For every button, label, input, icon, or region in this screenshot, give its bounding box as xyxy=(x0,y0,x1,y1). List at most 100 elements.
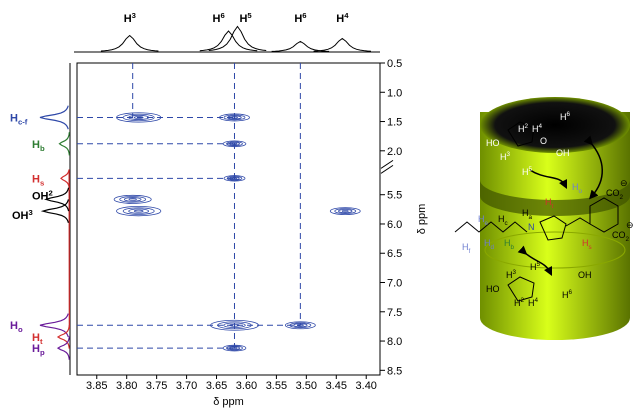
x-tick-label: 3.65 xyxy=(206,380,227,392)
label: Ht xyxy=(32,332,43,346)
label: H5 xyxy=(239,11,252,25)
contour xyxy=(228,346,241,350)
label: ⊖ xyxy=(626,220,634,230)
contour xyxy=(128,198,137,201)
label-main: H xyxy=(562,290,569,300)
contour xyxy=(128,114,150,120)
x-tick-label: 3.45 xyxy=(326,380,347,392)
label-main: H xyxy=(504,238,511,248)
spectrum-peak xyxy=(313,37,372,52)
label: HO xyxy=(486,138,500,148)
label-main: H xyxy=(32,173,40,185)
contour xyxy=(293,323,308,328)
contour xyxy=(229,323,240,327)
contour xyxy=(289,322,312,329)
contour xyxy=(122,113,155,122)
label: Hd xyxy=(484,238,495,251)
label-sup: 5 xyxy=(529,166,533,173)
label: H5 xyxy=(522,166,533,177)
label-sup: 5 xyxy=(247,11,252,20)
label: H3 xyxy=(506,269,517,280)
contour xyxy=(116,205,162,217)
contour xyxy=(226,141,243,147)
label-sub: o xyxy=(579,188,583,195)
label: He xyxy=(478,214,489,227)
label: Hs xyxy=(32,173,44,187)
label: H4 xyxy=(528,297,539,308)
contour xyxy=(231,177,237,180)
label-sub: 2 xyxy=(620,194,624,201)
label-sup: 3 xyxy=(29,208,33,217)
label-sup: 3 xyxy=(507,151,511,158)
label: H4 xyxy=(336,11,349,25)
label-main: H xyxy=(560,112,567,122)
label: H4 xyxy=(532,123,543,134)
contour xyxy=(231,142,238,145)
label: Ht xyxy=(545,197,554,210)
label-sup: 2 xyxy=(521,297,525,304)
label: Hf xyxy=(462,242,471,255)
sugar-ring xyxy=(507,121,535,302)
label-sub: b xyxy=(511,244,515,251)
label: Hc-f xyxy=(10,112,28,126)
label-main: H xyxy=(545,197,552,207)
label-sup: 4 xyxy=(344,11,349,20)
label: O xyxy=(540,136,547,146)
label-main: OH xyxy=(578,270,592,280)
contour xyxy=(338,209,353,214)
y-tick-label: 0.5 xyxy=(387,58,402,70)
label-main: H xyxy=(239,13,247,25)
label: Hs xyxy=(582,238,592,251)
label-main: HO xyxy=(486,284,500,294)
label: OH xyxy=(578,270,592,280)
contour xyxy=(116,112,162,123)
contour xyxy=(231,347,238,350)
y-tick-label: 7.5 xyxy=(387,307,402,319)
label: Ha xyxy=(522,208,533,221)
label-main: OH xyxy=(556,148,570,158)
label-sup: 3 xyxy=(513,269,517,276)
label-sub: t xyxy=(40,337,43,346)
label-sub: s xyxy=(589,244,592,251)
label-main: H xyxy=(32,332,40,344)
label-sub: c-f xyxy=(18,117,28,126)
contour xyxy=(219,113,250,122)
contour xyxy=(334,208,357,214)
label-main: ⊖ xyxy=(620,178,628,188)
label-main: H xyxy=(336,13,344,25)
label-main: H xyxy=(522,208,529,218)
label-sup: 6 xyxy=(220,11,224,20)
contour xyxy=(223,322,246,328)
label-main: H xyxy=(528,298,535,308)
label-main: H xyxy=(530,262,537,272)
contour xyxy=(296,324,304,327)
contour xyxy=(227,115,242,120)
contour xyxy=(284,321,316,330)
label: OH2 xyxy=(32,188,53,202)
spectrum-peak xyxy=(56,325,70,349)
label: H6 xyxy=(562,289,573,300)
label-main: OH xyxy=(12,210,29,222)
label-sub: c xyxy=(505,220,508,227)
label: CO2 xyxy=(612,230,630,243)
contour xyxy=(128,208,150,214)
y-tick-label: 6.0 xyxy=(387,219,402,231)
contour xyxy=(222,344,247,352)
x-tick-label: 3.70 xyxy=(176,380,197,392)
label-main: H xyxy=(478,214,485,224)
spectrum-peak xyxy=(208,25,267,51)
x-tick-label: 3.75 xyxy=(146,380,167,392)
contour xyxy=(119,196,147,203)
label-sup: 4 xyxy=(535,297,539,304)
rim xyxy=(484,231,626,269)
label: OH3 xyxy=(12,208,33,222)
label-sub: s xyxy=(40,178,44,187)
axis-break xyxy=(380,159,394,169)
label: CO2 xyxy=(606,188,624,201)
contour xyxy=(210,319,259,331)
label-main: H xyxy=(572,182,579,192)
spectrum-peak xyxy=(40,199,69,223)
label: OH xyxy=(556,148,570,158)
label-sup: 2 xyxy=(525,123,529,130)
